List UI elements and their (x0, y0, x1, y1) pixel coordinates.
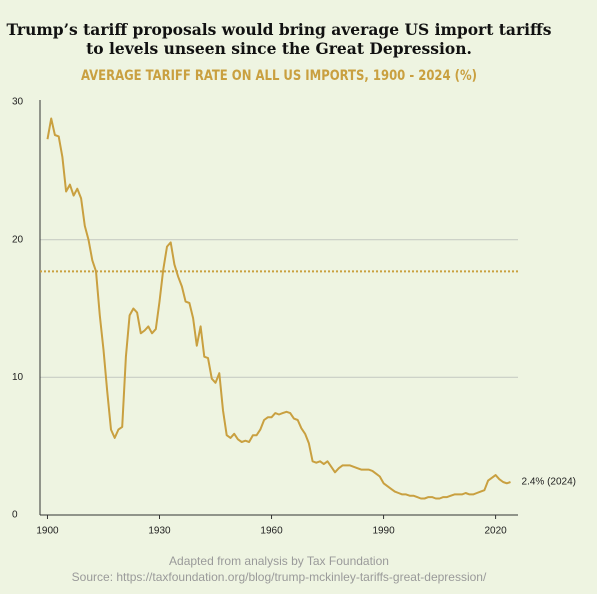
x-tick-label: 1930 (148, 526, 171, 537)
y-tick-label: 20 (12, 234, 24, 245)
annotation: 2.4% (2024) (522, 477, 576, 488)
y-tick-label: 10 (12, 372, 24, 383)
x-tick-label: 1900 (36, 526, 59, 537)
y-tick-label: 30 (12, 97, 24, 108)
line (46, 117, 511, 500)
chart-subtitle: AVERAGE TARIFF RATE ON ALL US IMPORTS, 1… (81, 68, 477, 84)
footer: Source: https://taxfoundation.org/blog/t… (72, 570, 487, 584)
x-tick-label: 1960 (260, 526, 283, 537)
x-tick-label: 1990 (372, 526, 395, 537)
chart-title: Trump’s tariff proposals would bring ave… (7, 20, 552, 58)
footer: Adapted from analysis by Tax Foundation (169, 554, 389, 568)
x-tick-label: 2020 (484, 526, 507, 537)
y-tick-label: 0 (12, 510, 18, 521)
